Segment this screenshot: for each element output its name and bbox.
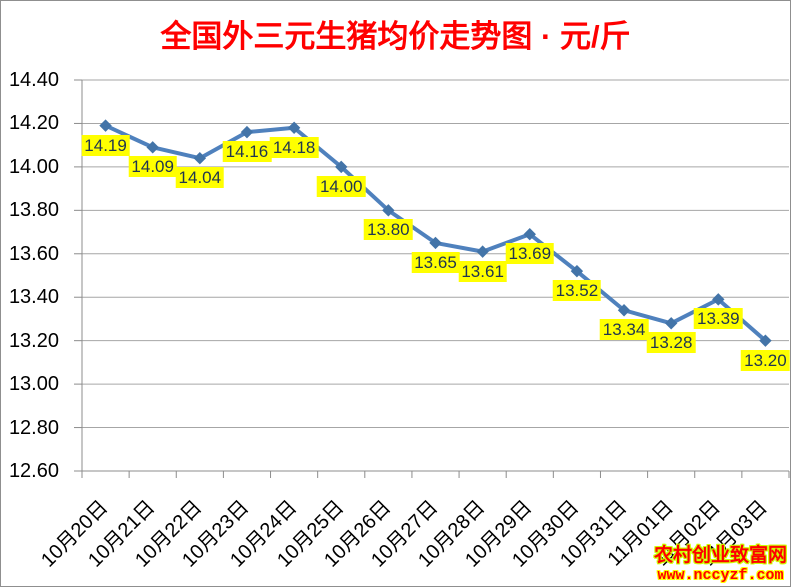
data-label: 13.80 (364, 219, 413, 241)
data-label: 13.28 (646, 332, 696, 354)
data-point-marker (287, 121, 301, 134)
y-axis-label: 14.40 (8, 69, 59, 91)
data-point-marker (523, 228, 536, 241)
y-axis-label: 12.60 (8, 460, 59, 482)
y-axis-label: 13.20 (8, 329, 59, 352)
data-point-marker (570, 264, 584, 278)
data-label: 13.20 (741, 349, 790, 371)
watermark-url: www.nccyzf.com (657, 566, 784, 584)
data-label: 14.19 (81, 134, 130, 156)
data-point-marker (335, 160, 348, 174)
data-point-marker (146, 141, 159, 154)
data-label: 13.61 (458, 260, 507, 282)
data-label: 14.16 (222, 141, 272, 163)
y-axis-label: 14.20 (8, 112, 59, 135)
y-axis-label: 13.80 (8, 199, 59, 222)
data-label: 14.09 (128, 156, 177, 178)
y-axis-label: 13.40 (8, 286, 59, 309)
y-axis-label: 13.00 (8, 373, 59, 396)
data-point-marker (759, 334, 772, 347)
data-label: 13.65 (411, 251, 460, 273)
data-point-marker (429, 236, 442, 250)
data-label: 14.00 (316, 175, 366, 197)
watermark-site-name: 农村创业致富网 (653, 544, 787, 566)
y-axis-label: 12.80 (8, 416, 59, 439)
data-point-marker (240, 125, 254, 139)
data-point-marker (99, 119, 112, 132)
data-point-marker (476, 245, 489, 258)
chart-title: 全国外三元生猪均价走势图 · 元/斤 (160, 19, 631, 54)
data-label: 13.34 (599, 319, 649, 341)
data-label: 13.69 (505, 243, 555, 265)
y-axis-label: 14.00 (8, 155, 59, 178)
data-label: 13.39 (694, 308, 743, 330)
watermark: 农村创业致富网 www.nccyzf.com (654, 545, 787, 584)
data-label: 14.18 (269, 136, 319, 158)
data-label: 14.04 (175, 167, 225, 189)
data-point-marker (664, 317, 678, 330)
data-point-marker (193, 151, 207, 165)
data-point-marker (382, 204, 395, 217)
data-label: 13.52 (552, 280, 602, 302)
data-point-marker (712, 293, 725, 306)
data-point-marker (617, 304, 631, 317)
y-axis-label: 13.60 (8, 242, 59, 265)
